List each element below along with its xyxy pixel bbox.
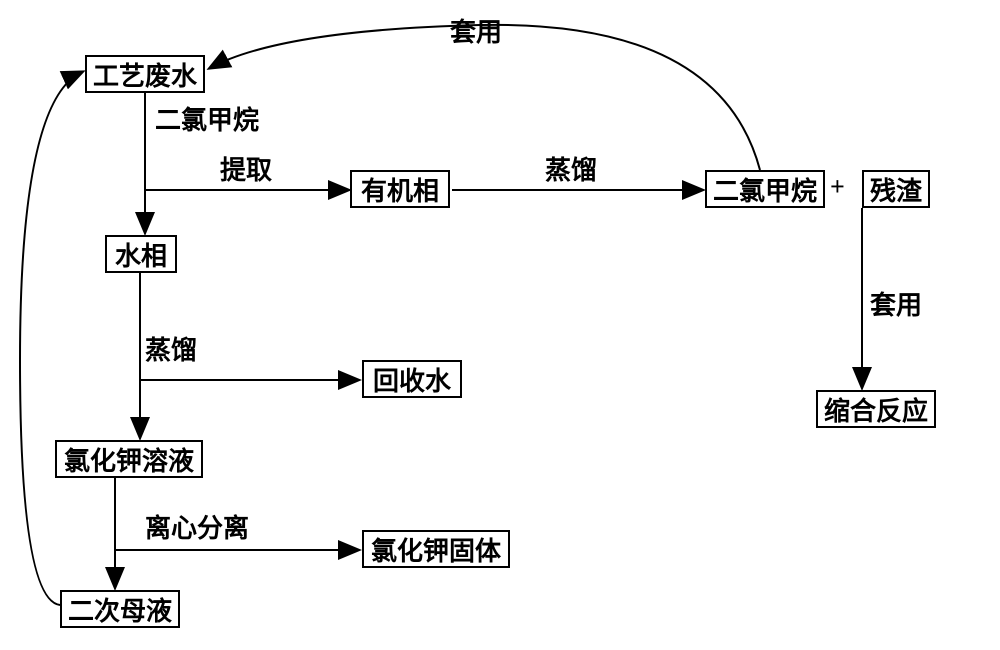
label-distill2: 蒸馏: [145, 330, 197, 367]
edge-label: 蒸馏: [145, 336, 197, 365]
edge-label: 提取: [220, 156, 272, 185]
node-label: 二次母液: [68, 591, 172, 628]
node-aqueous-phase: 水相: [105, 235, 177, 273]
label-plus: +: [830, 172, 845, 202]
node-dichloromethane-out: 二氯甲烷: [705, 170, 825, 208]
edge-label: 二氯甲烷: [155, 106, 259, 135]
label-extract: 提取: [220, 150, 272, 187]
node-label: 残渣: [870, 171, 922, 208]
node-label: 工艺废水: [93, 56, 197, 93]
node-label: 氯化钾固体: [371, 531, 501, 568]
label-reuse-right: 套用: [870, 285, 922, 322]
node-label: 有机相: [361, 171, 439, 208]
node-kcl-solid: 氯化钾固体: [362, 530, 510, 568]
node-label: 氯化钾溶液: [64, 441, 194, 478]
label-reuse-top: 套用: [450, 12, 502, 49]
label-dcm-in: 二氯甲烷: [155, 100, 259, 137]
node-organic-phase: 有机相: [350, 170, 450, 208]
node-label: 回收水: [373, 361, 451, 398]
edge-label: +: [830, 172, 845, 201]
node-recovered-water: 回收水: [362, 360, 462, 398]
label-distill1: 蒸馏: [545, 150, 597, 187]
node-secondary-liquor: 二次母液: [60, 590, 180, 628]
node-kcl-solution: 氯化钾溶液: [55, 440, 203, 478]
node-label: 缩合反应: [824, 391, 928, 428]
node-label: 二氯甲烷: [713, 171, 817, 208]
node-process-wastewater: 工艺废水: [85, 55, 205, 93]
edge-label: 蒸馏: [545, 156, 597, 185]
edge-label: 离心分离: [145, 514, 249, 543]
node-condensation: 缩合反应: [816, 390, 936, 428]
label-centrifuge: 离心分离: [145, 508, 249, 545]
node-label: 水相: [115, 236, 167, 273]
edge-label: 套用: [450, 18, 502, 47]
edge-label: 套用: [870, 291, 922, 320]
node-residue: 残渣: [862, 170, 930, 208]
